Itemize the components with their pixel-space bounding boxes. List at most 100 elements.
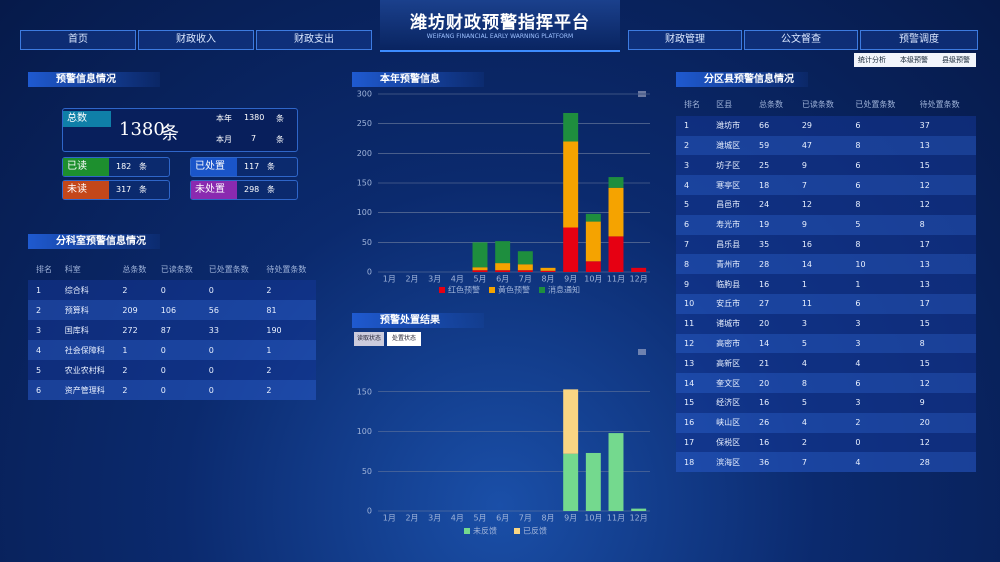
- legend-label: 红色预警: [448, 285, 480, 295]
- stat-pill: 已处置 117 条: [190, 157, 298, 177]
- column-header: 待处置条数: [266, 264, 307, 274]
- page-subtitle: WEIFANG FINANCIAL EARLY WARNING PLATFORM: [426, 33, 574, 40]
- nav-button[interactable]: 财政收入: [138, 30, 254, 50]
- table-cell: 昌邑市: [716, 200, 741, 210]
- table-row: 3 国库科 272 87 33 190: [28, 320, 316, 340]
- table-cell: 5: [801, 398, 807, 408]
- table-cell: 28: [919, 457, 930, 467]
- table-row: 2 预算科 209 106 56 81: [28, 300, 316, 320]
- nav-button[interactable]: 首页: [20, 30, 136, 50]
- table-cell: 2: [266, 365, 272, 375]
- bar: [631, 267, 647, 272]
- header-bg: [380, 0, 620, 52]
- table-cell: 5: [684, 200, 690, 210]
- stat-label: 已读: [63, 158, 109, 176]
- stat-unit: 条: [139, 185, 147, 194]
- table-cell: 12: [801, 200, 813, 210]
- toggle[interactable]: 处置状态: [387, 332, 421, 346]
- x-tick-label: 8月: [541, 514, 554, 523]
- table-cell: 3: [801, 319, 807, 329]
- y-tick-label: 50: [362, 467, 372, 476]
- x-tick-label: 2月: [405, 514, 418, 523]
- x-tick-label: 12月: [630, 514, 648, 523]
- legend-swatch: [464, 528, 470, 534]
- bar: [472, 267, 488, 271]
- bar: [563, 389, 579, 454]
- table-cell: 272: [122, 325, 138, 335]
- table-cell: 2: [36, 305, 42, 315]
- table-row: 1 综合科 2 0 0 2: [28, 280, 316, 300]
- table-cell: 1: [801, 279, 807, 289]
- table-cell: 6: [855, 160, 861, 170]
- nav-button[interactable]: 预警调度: [860, 30, 978, 50]
- table-cell: 1: [122, 345, 128, 355]
- y-tick-label: 50: [362, 238, 372, 247]
- x-tick-label: 7月: [519, 275, 532, 284]
- panel-title: 分科室预警信息情况: [28, 234, 160, 249]
- column-header: 待处置条数: [919, 100, 960, 110]
- table-row: 3 坊子区 25 9 6 15: [676, 155, 976, 176]
- sub-tab[interactable]: 统计分析: [858, 56, 886, 64]
- toggle[interactable]: 读取状态: [354, 332, 384, 346]
- table-cell: 2: [122, 385, 128, 395]
- stat-value: 117: [244, 162, 260, 171]
- bar: [585, 221, 601, 262]
- page-title: 潍坊财政预警指挥平台: [410, 13, 590, 33]
- table-cell: 19: [758, 220, 770, 230]
- table-cell: 17: [919, 299, 930, 309]
- column-header: 总条数: [122, 264, 147, 274]
- table-cell: 59: [758, 140, 770, 150]
- table-cell: 27: [758, 299, 770, 309]
- table-cell: 经济区: [716, 398, 741, 408]
- nav-button[interactable]: 财政管理: [628, 30, 742, 50]
- table-cell: 3: [684, 160, 690, 170]
- table-cell: 4: [801, 418, 807, 428]
- table-cell: 12: [684, 338, 695, 348]
- bar: [563, 453, 579, 511]
- bar: [472, 270, 488, 272]
- table-cell: 12: [919, 200, 930, 210]
- table-cell: 寒亭区: [716, 180, 741, 190]
- table-row: 5 农业农村科 2 0 0 2: [28, 360, 316, 380]
- y-tick-label: 250: [357, 119, 372, 128]
- stat-pill: 已读 182 条: [62, 157, 170, 177]
- legend-swatch: [439, 287, 445, 293]
- sub-tab[interactable]: 本级预警: [900, 56, 928, 64]
- table-cell: 寿光市: [716, 220, 741, 230]
- x-tick-label: 6月: [496, 275, 509, 284]
- table-cell: 1: [266, 345, 272, 355]
- table-cell: 7: [684, 239, 690, 249]
- table-cell: 4: [684, 180, 690, 190]
- table-cell: 33: [208, 325, 219, 335]
- column-header: 区县: [716, 100, 733, 110]
- table-cell: 6: [36, 385, 42, 395]
- x-tick-label: 9月: [564, 275, 577, 284]
- nav-button[interactable]: 财政支出: [256, 30, 372, 50]
- table-cell: 15: [684, 398, 695, 408]
- table-cell: 滨海区: [716, 457, 741, 467]
- bar: [631, 508, 647, 511]
- table-cell: 56: [208, 305, 219, 315]
- table-row: 17 保税区 16 2 0 12: [676, 432, 976, 453]
- table-cell: 3: [36, 325, 42, 335]
- bar: [540, 267, 556, 271]
- table-cell: 5: [801, 338, 807, 348]
- bar: [495, 263, 511, 271]
- table-cell: 15: [919, 358, 930, 368]
- table-cell: 14: [801, 259, 813, 269]
- table-cell: 3: [855, 398, 861, 408]
- table-cell: 0: [208, 385, 214, 395]
- table-cell: 16: [758, 279, 770, 289]
- table-cell: 0: [160, 345, 166, 355]
- table-cell: 9: [801, 220, 807, 230]
- nav-button[interactable]: 公文督查: [744, 30, 858, 50]
- table-cell: 11: [801, 299, 813, 309]
- legend-label: 未反馈: [473, 526, 497, 536]
- sub-tab[interactable]: 县级预警: [942, 56, 970, 64]
- table-cell: 17: [684, 437, 695, 447]
- table-cell: 18: [758, 180, 770, 190]
- table-cell: 7: [801, 457, 807, 467]
- table-cell: 13: [684, 358, 695, 368]
- y-tick-label: 200: [357, 149, 372, 158]
